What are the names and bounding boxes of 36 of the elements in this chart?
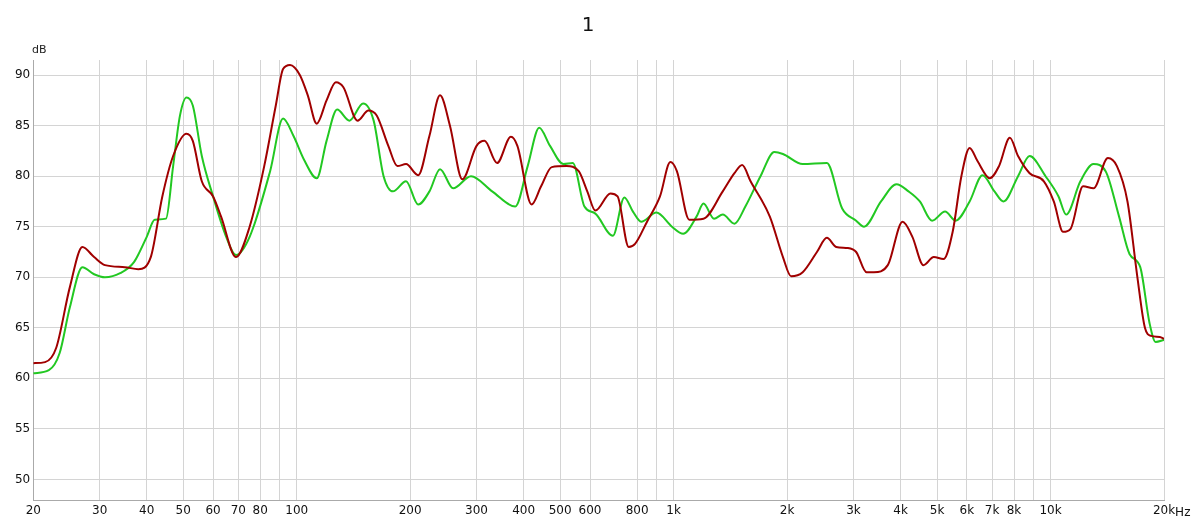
x-tick-label: 4k [893, 502, 908, 517]
x-tick-label: 800 [625, 502, 649, 517]
chart-title: 1 [581, 12, 595, 37]
x-tick-label: 8k [1006, 502, 1022, 517]
x-tick-label: 200 [398, 502, 422, 517]
x-tick-label: 7k [984, 502, 1000, 517]
x-tick-label: 600 [578, 502, 602, 517]
y-tick-label: 85 [14, 117, 31, 132]
x-tick-label: 10k [1039, 502, 1062, 517]
y-tick-label: 65 [14, 319, 31, 334]
x-tick-label: 80 [252, 502, 268, 517]
y-tick-label: 80 [14, 168, 31, 183]
y-tick-label: 55 [14, 420, 31, 435]
y-tick-label: 70 [14, 269, 31, 284]
x-tick-label: 60 [205, 502, 221, 517]
x-tick-label: 20 [25, 502, 41, 517]
x-tick-label: 100 [285, 502, 309, 517]
x-tick-label: 30 [92, 502, 108, 517]
x-tick-label: 500 [548, 502, 572, 517]
x-tick-label: 2k [779, 502, 795, 517]
y-tick-label: 90 [14, 67, 31, 82]
x-tick-label: 50 [175, 502, 191, 517]
y-axis-title: dB [32, 43, 47, 57]
x-axis-title: Hz [1175, 504, 1191, 519]
x-tick-label: 1k [666, 502, 681, 517]
y-tick-label: 50 [14, 471, 31, 486]
x-tick-label: 400 [512, 502, 536, 517]
x-tick-label: 5k [929, 502, 945, 517]
x-tick-label: 6k [959, 502, 975, 517]
x-tick-label: 300 [465, 502, 488, 517]
x-tick-label: 40 [139, 502, 155, 517]
x-tick-label: 20k [1152, 502, 1176, 517]
x-tick-label: 70 [230, 502, 246, 517]
x-tick-label: 3k [846, 502, 861, 517]
y-tick-label: 75 [14, 218, 31, 233]
y-tick-label: 60 [14, 370, 31, 385]
